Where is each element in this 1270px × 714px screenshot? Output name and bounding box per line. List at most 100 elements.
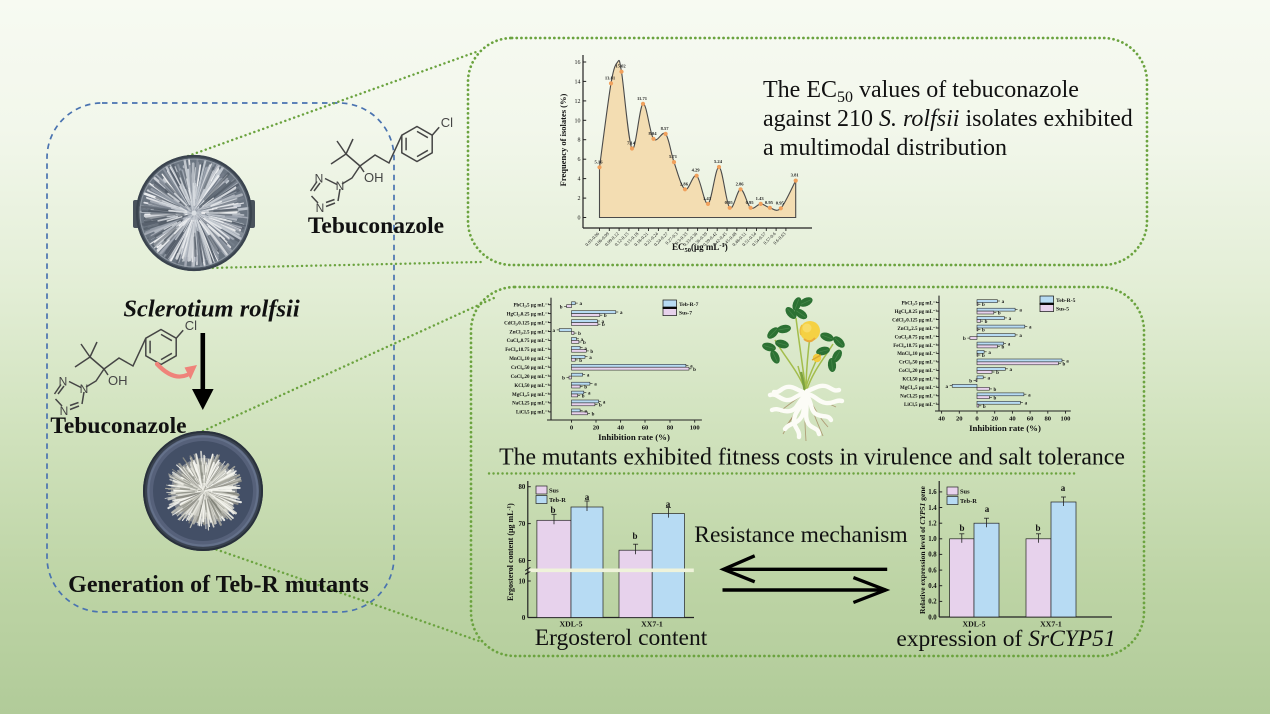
svg-text:0.8: 0.8 — [928, 552, 937, 559]
svg-text:a: a — [620, 311, 623, 316]
svg-text:10: 10 — [575, 118, 581, 124]
svg-text:11.71: 11.71 — [637, 96, 648, 101]
svg-text:4: 4 — [578, 177, 581, 183]
svg-text:CrCl₃,50 μg mL⁻¹: CrCl₃,50 μg mL⁻¹ — [899, 360, 938, 366]
svg-text:a: a — [1010, 368, 1013, 373]
svg-text:XDL-5: XDL-5 — [560, 620, 583, 629]
svg-text:CuCl₂,0.75 μg mL⁻¹: CuCl₂,0.75 μg mL⁻¹ — [895, 334, 938, 340]
svg-text:0.95: 0.95 — [776, 200, 785, 205]
svg-text:b: b — [579, 359, 582, 364]
svg-text:PbCl₂,5 μg mL⁻¹: PbCl₂,5 μg mL⁻¹ — [513, 303, 549, 309]
svg-text:8.57: 8.57 — [661, 126, 670, 131]
svg-text:Tebuconazole: Tebuconazole — [50, 413, 186, 439]
svg-text:5.16: 5.16 — [594, 159, 603, 164]
svg-text:Sclerotium rolfsii: Sclerotium rolfsii — [123, 296, 299, 323]
svg-text:HgCl₂,0.25 μg mL⁻¹: HgCl₂,0.25 μg mL⁻¹ — [895, 309, 938, 315]
svg-text:a: a — [581, 338, 584, 343]
svg-text:EC50(μg mL-1): EC50(μg mL-1) — [672, 242, 728, 254]
svg-text:Teb-R: Teb-R — [549, 497, 566, 504]
svg-text:a: a — [587, 374, 590, 379]
svg-text:MgCl₂,5 μg mL⁻¹: MgCl₂,5 μg mL⁻¹ — [512, 392, 549, 398]
svg-text:b: b — [998, 312, 1001, 317]
svg-text:0: 0 — [570, 425, 574, 432]
svg-text:2: 2 — [578, 196, 581, 202]
svg-text:a: a — [602, 320, 605, 325]
svg-text:Cl: Cl — [441, 115, 453, 130]
svg-text:2.86: 2.86 — [680, 181, 689, 186]
svg-text:8: 8 — [578, 138, 581, 144]
svg-text:N: N — [336, 179, 345, 193]
svg-text:a: a — [1019, 309, 1022, 314]
svg-text:b: b — [592, 413, 595, 418]
svg-text:b: b — [560, 305, 563, 310]
svg-text:XX7-1: XX7-1 — [641, 620, 663, 629]
svg-text:Sus: Sus — [960, 489, 970, 496]
svg-text:a: a — [603, 400, 606, 405]
svg-text:a: a — [1002, 300, 1005, 305]
svg-text:40: 40 — [1009, 416, 1016, 423]
svg-text:b: b — [982, 303, 985, 308]
svg-text:a: a — [1009, 317, 1012, 322]
svg-text:0: 0 — [975, 416, 979, 423]
svg-text:a: a — [588, 392, 591, 397]
svg-text:80: 80 — [1045, 416, 1052, 423]
svg-text:a: a — [1025, 402, 1028, 407]
svg-text:a: a — [987, 376, 990, 381]
svg-text:1.0: 1.0 — [928, 536, 937, 543]
svg-text:Teb-R-5: Teb-R-5 — [1056, 298, 1076, 304]
svg-text:KCl,50 μg mL⁻¹: KCl,50 μg mL⁻¹ — [902, 377, 937, 383]
svg-text:b: b — [632, 531, 637, 541]
svg-text:b: b — [562, 377, 565, 382]
svg-text:LiCl,5 μg mL⁻¹: LiCl,5 μg mL⁻¹ — [904, 402, 937, 408]
svg-text:80: 80 — [667, 425, 674, 432]
svg-text:0.0: 0.0 — [928, 614, 937, 621]
svg-text:b: b — [584, 386, 587, 391]
svg-text:CoCl₂,20 μg mL⁻¹: CoCl₂,20 μg mL⁻¹ — [899, 368, 938, 374]
svg-text:FeCl₃,18.75 μg mL⁻¹: FeCl₃,18.75 μg mL⁻¹ — [505, 347, 549, 353]
svg-text:20: 20 — [956, 416, 963, 423]
svg-text:0.2: 0.2 — [928, 599, 937, 606]
svg-text:1.6: 1.6 — [928, 489, 937, 496]
svg-text:b: b — [959, 523, 964, 533]
svg-text:Generation of Teb-R mutants: Generation of Teb-R mutants — [68, 572, 369, 598]
svg-text:MnCl₂,10 μg mL⁻¹: MnCl₂,10 μg mL⁻¹ — [509, 356, 549, 362]
svg-text:b: b — [599, 404, 602, 409]
svg-text:a: a — [1019, 334, 1022, 339]
svg-text:b: b — [963, 337, 966, 342]
svg-text:HgCl₂,0.25 μg mL⁻¹: HgCl₂,0.25 μg mL⁻¹ — [507, 311, 550, 317]
svg-text:MgCl₂,5 μg mL⁻¹: MgCl₂,5 μg mL⁻¹ — [900, 385, 937, 391]
svg-text:5.71: 5.71 — [669, 154, 678, 159]
svg-text:Frequency of isolates (%): Frequency of isolates (%) — [558, 94, 568, 187]
svg-text:CdCl₂,0.125 μg mL⁻¹: CdCl₂,0.125 μg mL⁻¹ — [504, 320, 549, 326]
svg-text:60: 60 — [642, 425, 649, 432]
svg-text:ZnCl₂,2.5 μg mL⁻¹: ZnCl₂,2.5 μg mL⁻¹ — [509, 329, 549, 335]
svg-text:1.2: 1.2 — [928, 521, 937, 528]
svg-text:0.95: 0.95 — [725, 200, 734, 205]
svg-text:KCl,50 μg mL⁻¹: KCl,50 μg mL⁻¹ — [514, 383, 549, 389]
svg-text:100: 100 — [1061, 416, 1072, 423]
svg-text:5.24: 5.24 — [714, 159, 723, 164]
svg-text:a: a — [1008, 343, 1011, 348]
svg-text:60: 60 — [1027, 416, 1034, 423]
svg-text:Teb-R: Teb-R — [960, 498, 977, 505]
svg-text:CuCl₂,0.75 μg mL⁻¹: CuCl₂,0.75 μg mL⁻¹ — [507, 338, 550, 344]
svg-text:0.95: 0.95 — [746, 200, 755, 205]
svg-text:b: b — [1002, 346, 1005, 351]
svg-text:a: a — [945, 385, 948, 390]
svg-text:8.04: 8.04 — [648, 131, 657, 136]
svg-text:a: a — [988, 351, 991, 356]
svg-text:a: a — [1028, 393, 1031, 398]
svg-text:a: a — [690, 365, 693, 370]
svg-text:0: 0 — [578, 216, 581, 222]
svg-text:b: b — [1035, 523, 1040, 533]
svg-text:b: b — [602, 323, 605, 328]
svg-text:N: N — [315, 172, 324, 186]
svg-text:b: b — [982, 329, 985, 334]
svg-text:20: 20 — [991, 416, 998, 423]
svg-text:0.4: 0.4 — [928, 583, 937, 590]
svg-text:Sus-7: Sus-7 — [679, 311, 692, 317]
svg-text:b: b — [578, 332, 581, 337]
svg-text:40: 40 — [617, 425, 624, 432]
svg-text:CoCl₂,20 μg mL⁻¹: CoCl₂,20 μg mL⁻¹ — [511, 374, 550, 380]
svg-text:Inhibition rate (%): Inhibition rate (%) — [969, 423, 1041, 433]
